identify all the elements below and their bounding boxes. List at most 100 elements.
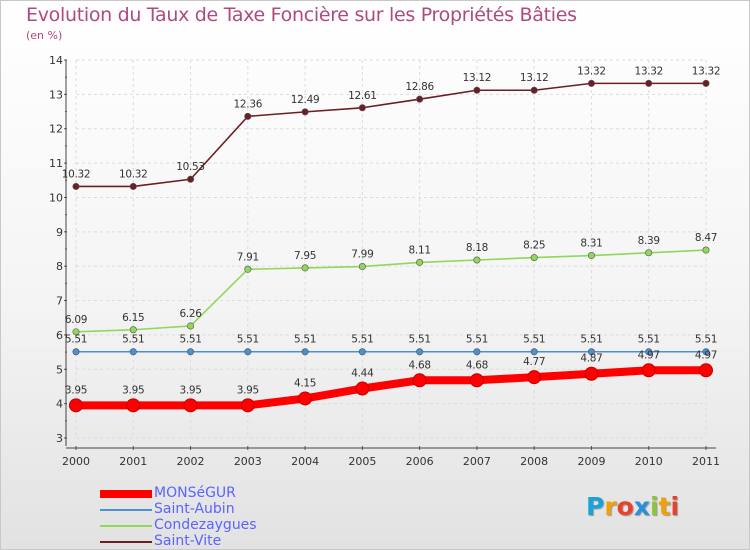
data-label: 13.32	[692, 65, 721, 77]
data-label: 4.68	[466, 359, 488, 371]
data-point	[72, 348, 80, 356]
data-point	[244, 265, 252, 273]
x-tick-label: 2002	[177, 455, 205, 468]
data-point	[584, 366, 599, 381]
series-line-Condezaygues	[75, 249, 707, 333]
y-tick-label: 3	[56, 432, 63, 445]
data-label: 8.39	[638, 235, 660, 247]
data-label: 13.12	[520, 72, 549, 84]
data-label: 3.95	[237, 384, 259, 396]
data-label: 8.47	[695, 232, 717, 244]
x-tick-label: 2006	[406, 455, 434, 468]
data-point	[645, 348, 653, 356]
x-tick-label: 2005	[348, 455, 376, 468]
data-label: 4.68	[409, 359, 431, 371]
legend-swatch	[100, 525, 152, 527]
x-tick-label: 2010	[635, 455, 663, 468]
data-point	[416, 95, 424, 103]
data-label: 8.11	[409, 244, 431, 256]
data-label: 4.97	[695, 349, 717, 361]
data-point	[587, 252, 595, 260]
data-label: 5.51	[179, 334, 201, 346]
logo-letter: t	[658, 492, 671, 521]
data-label: 8.18	[466, 242, 488, 254]
data-point	[527, 370, 542, 385]
y-tick-label: 8	[56, 260, 63, 273]
x-tick-label: 2007	[463, 455, 491, 468]
data-point	[699, 363, 713, 378]
data-label: 4.87	[580, 353, 602, 365]
y-tick-label: 12	[49, 123, 63, 136]
series-line-Saint-Vite	[75, 82, 707, 188]
data-label: 10.32	[119, 168, 148, 180]
data-point	[72, 328, 80, 336]
data-point	[641, 363, 656, 378]
data-point	[183, 398, 198, 413]
data-point	[416, 258, 424, 266]
x-tick-label: 2003	[234, 455, 262, 468]
legend-label: Saint-Vite	[154, 533, 222, 549]
y-tick-label: 6	[56, 329, 63, 342]
y-tick-label: 10	[49, 191, 63, 204]
data-point	[702, 246, 710, 254]
data-label: 5.51	[237, 334, 259, 346]
y-tick-label: 13	[49, 88, 63, 101]
logo-letter: o	[616, 492, 634, 521]
data-point	[244, 112, 252, 120]
grid-lines	[75, 59, 707, 439]
data-point	[129, 182, 137, 190]
data-label: 5.51	[638, 334, 660, 346]
data-point	[244, 348, 252, 356]
data-label: 12.36	[234, 98, 263, 110]
data-label: 12.49	[291, 94, 320, 106]
data-label: 4.77	[523, 356, 545, 368]
data-label: 10.53	[176, 161, 205, 173]
data-point	[72, 182, 80, 190]
data-point	[473, 86, 481, 94]
y-tick-label: 14	[49, 54, 63, 67]
data-label: 12.86	[405, 81, 434, 93]
data-point	[645, 79, 653, 87]
chart-subtitle: (en %)	[26, 29, 63, 42]
data-label: 5.51	[294, 334, 316, 346]
logo-letter: P	[586, 492, 605, 521]
data-point	[358, 263, 366, 271]
data-label: 10.32	[62, 168, 91, 180]
series-line-MONSéGUR	[72, 366, 710, 410]
data-point	[126, 398, 141, 413]
data-point	[187, 322, 195, 330]
y-tick-label: 4	[56, 398, 63, 411]
data-label: 5.51	[523, 334, 545, 346]
data-label: 8.25	[523, 240, 545, 252]
data-label: 5.51	[65, 334, 87, 346]
x-tick-label: 2009	[577, 455, 605, 468]
data-label: 12.61	[348, 90, 377, 102]
chart-title: Evolution du Taux de Taxe Foncière sur l…	[26, 4, 577, 26]
data-label: 5.51	[351, 334, 373, 346]
proxiti-logo: Proxiti	[586, 492, 679, 521]
legend-swatch	[100, 541, 152, 543]
data-point	[587, 348, 595, 356]
x-tick-label: 2001	[119, 455, 147, 468]
data-label: 6.09	[65, 314, 87, 326]
data-point	[530, 348, 538, 356]
data-point	[358, 104, 366, 112]
data-label: 5.51	[580, 334, 602, 346]
data-label: 5.51	[122, 334, 144, 346]
logo-letter: x	[633, 492, 650, 521]
data-point	[412, 373, 427, 388]
x-tick-label: 2011	[692, 455, 720, 468]
logo-letter: i	[670, 492, 680, 521]
data-label: 4.15	[294, 377, 316, 389]
data-point	[416, 348, 424, 356]
x-tick-label: 2004	[291, 455, 319, 468]
data-point	[530, 86, 538, 94]
data-label: 3.95	[65, 384, 87, 396]
data-label: 13.32	[634, 65, 663, 77]
axes: 3 4 5 6 7 8 9 10 11 12 13 14 2000 2001 2002 2003 2004 200…	[49, 54, 720, 468]
data-label: 4.44	[351, 368, 374, 380]
data-point	[301, 348, 309, 356]
data-point	[240, 398, 255, 413]
